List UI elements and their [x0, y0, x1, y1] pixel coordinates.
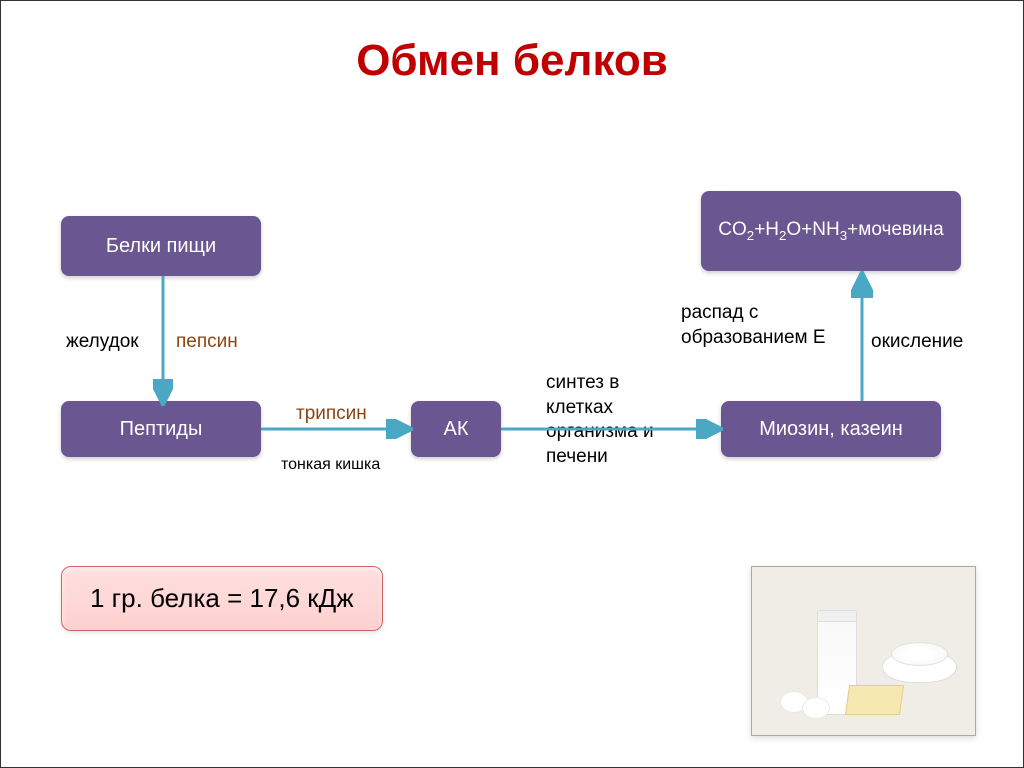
label-raspad: распад с образованием Е	[681, 301, 826, 350]
label-zheludok: желудок	[66, 331, 139, 353]
arrow-right-2	[501, 419, 723, 439]
node-label: Пептиды	[120, 418, 203, 441]
node-miozin-kazein: Миозин, казеин	[721, 401, 941, 457]
node-label: CO2+H2O+NH3+мочевина	[718, 219, 943, 243]
label-tonkaya-kishka: тонкая кишка	[281, 456, 380, 474]
node-peptidy: Пептиды	[61, 401, 261, 457]
energy-text: 1 гр. белка = 17,6 кДж	[90, 583, 354, 613]
arrow-up-1	[851, 271, 873, 403]
energy-equation-box: 1 гр. белка = 17,6 кДж	[61, 566, 383, 631]
node-products: CO2+H2O+NH3+мочевина	[701, 191, 961, 271]
slide-title: Обмен белков	[356, 36, 668, 86]
node-belki-pishi: Белки пищи	[61, 216, 261, 276]
bowl-icon	[882, 651, 957, 683]
food-image	[751, 566, 976, 736]
node-label: АК	[444, 418, 469, 441]
arrow-right-1	[261, 419, 413, 439]
label-pepsin: пепсин	[176, 331, 238, 353]
node-label: Миозин, казеин	[759, 418, 903, 441]
arrow-down-1	[153, 276, 173, 406]
node-label: Белки пищи	[106, 235, 216, 258]
label-okislenie: окисление	[871, 331, 963, 353]
cheese-icon	[845, 685, 904, 715]
node-ak: АК	[411, 401, 501, 457]
egg-icon	[802, 697, 830, 719]
